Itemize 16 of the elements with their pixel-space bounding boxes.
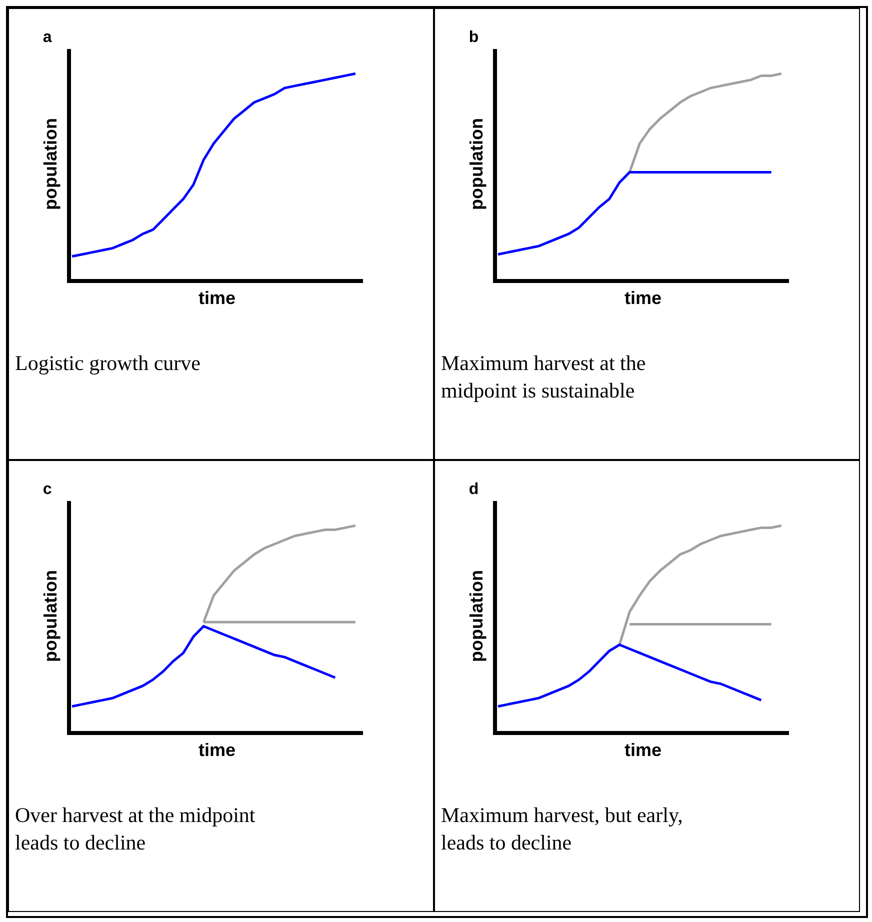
x-axis-title: time <box>198 740 236 760</box>
y-axis-title: population <box>466 118 487 210</box>
y-axis-title: population <box>40 570 61 662</box>
chart-title: b <box>468 29 479 46</box>
text: Maximum harvest, but early, leads to decline <box>441 803 683 854</box>
x-axis-title: time <box>198 288 236 308</box>
chart-title: d <box>468 481 479 498</box>
y-axis-title: population <box>40 118 61 210</box>
x-axis-title: time <box>624 288 662 308</box>
chart-title: a <box>42 29 52 46</box>
y-axis-title: population <box>466 570 487 662</box>
x-axis-title: time <box>624 740 662 760</box>
chart-title: c <box>42 481 52 498</box>
text: Maximum harvest at the midpoint is sustainable <box>441 351 646 402</box>
text: Over harvest at the midpoint leads to decline <box>15 803 256 854</box>
text: Logistic growth curve <box>15 351 200 375</box>
